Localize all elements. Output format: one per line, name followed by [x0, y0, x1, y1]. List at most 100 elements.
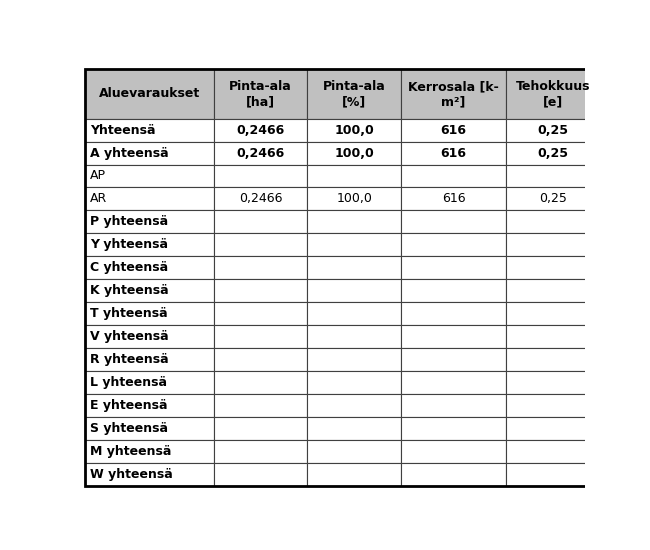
Text: L yhteensä: L yhteensä — [90, 376, 167, 389]
Bar — [85, 233, 214, 256]
Text: 0,2466: 0,2466 — [239, 192, 282, 206]
Bar — [506, 279, 599, 302]
Text: M yhteensä: M yhteensä — [90, 445, 172, 458]
Bar — [401, 279, 506, 302]
Bar — [506, 256, 599, 279]
Text: AP: AP — [90, 169, 107, 183]
Bar — [85, 325, 214, 348]
Bar — [401, 348, 506, 371]
Text: 616: 616 — [442, 192, 465, 206]
Bar — [85, 371, 214, 394]
Bar — [307, 233, 401, 256]
Bar — [214, 371, 307, 394]
Bar — [307, 348, 401, 371]
Text: 0,2466: 0,2466 — [237, 124, 285, 136]
Bar — [85, 463, 214, 486]
Bar — [307, 164, 401, 188]
Bar — [506, 211, 599, 233]
Text: Y yhteensä: Y yhteensä — [90, 238, 168, 251]
Bar — [307, 440, 401, 463]
Bar — [506, 394, 599, 417]
Bar — [214, 325, 307, 348]
Bar — [401, 211, 506, 233]
Text: Pinta-ala
[ha]: Pinta-ala [ha] — [229, 80, 292, 108]
Text: 616: 616 — [441, 146, 467, 160]
Bar — [506, 302, 599, 325]
Bar — [307, 417, 401, 440]
Bar — [85, 164, 214, 188]
Bar — [506, 69, 599, 119]
Bar — [401, 302, 506, 325]
Bar — [506, 141, 599, 164]
Bar — [85, 188, 214, 211]
Text: S yhteensä: S yhteensä — [90, 422, 168, 435]
Bar — [214, 164, 307, 188]
Bar — [85, 69, 214, 119]
Text: Kerrosala [k-
m²]: Kerrosala [k- m²] — [408, 80, 499, 108]
Bar — [214, 463, 307, 486]
Bar — [214, 348, 307, 371]
Bar — [307, 69, 401, 119]
Bar — [85, 302, 214, 325]
Text: 100,0: 100,0 — [336, 192, 372, 206]
Text: Pinta-ala
[%]: Pinta-ala [%] — [323, 80, 385, 108]
Bar — [401, 463, 506, 486]
Text: W yhteensä: W yhteensä — [90, 468, 173, 481]
Bar — [85, 256, 214, 279]
Bar — [506, 417, 599, 440]
Bar — [214, 119, 307, 141]
Bar — [214, 417, 307, 440]
Bar — [214, 256, 307, 279]
Bar — [214, 233, 307, 256]
Bar — [401, 325, 506, 348]
Bar — [506, 119, 599, 141]
Bar — [307, 394, 401, 417]
Text: T yhteensä: T yhteensä — [90, 307, 168, 320]
Bar — [85, 394, 214, 417]
Bar — [307, 119, 401, 141]
Text: E yhteensä: E yhteensä — [90, 399, 168, 412]
Bar — [401, 256, 506, 279]
Text: Yhteensä: Yhteensä — [90, 124, 156, 136]
Bar — [401, 119, 506, 141]
Bar — [85, 211, 214, 233]
Bar — [401, 188, 506, 211]
Bar — [506, 188, 599, 211]
Bar — [214, 141, 307, 164]
Bar — [85, 417, 214, 440]
Bar — [307, 256, 401, 279]
Bar — [506, 325, 599, 348]
Bar — [307, 188, 401, 211]
Bar — [307, 371, 401, 394]
Text: AR: AR — [90, 192, 107, 206]
Bar — [307, 325, 401, 348]
Bar — [401, 440, 506, 463]
Bar — [214, 69, 307, 119]
Bar — [307, 302, 401, 325]
Bar — [401, 371, 506, 394]
Bar — [307, 141, 401, 164]
Bar — [85, 141, 214, 164]
Text: P yhteensä: P yhteensä — [90, 216, 168, 228]
Text: 100,0: 100,0 — [334, 124, 374, 136]
Bar — [307, 279, 401, 302]
Text: R yhteensä: R yhteensä — [90, 353, 169, 366]
Text: 0,25: 0,25 — [538, 146, 568, 160]
Text: K yhteensä: K yhteensä — [90, 284, 169, 298]
Text: 0,25: 0,25 — [538, 124, 568, 136]
Bar — [307, 211, 401, 233]
Bar — [401, 233, 506, 256]
Bar — [214, 188, 307, 211]
Bar — [401, 141, 506, 164]
Bar — [85, 348, 214, 371]
Bar — [506, 440, 599, 463]
Text: C yhteensä: C yhteensä — [90, 261, 168, 274]
Bar — [401, 417, 506, 440]
Bar — [401, 394, 506, 417]
Bar — [506, 348, 599, 371]
Text: V yhteensä: V yhteensä — [90, 331, 169, 343]
Bar — [506, 164, 599, 188]
Text: 100,0: 100,0 — [334, 146, 374, 160]
Text: Aluevaraukset: Aluevaraukset — [99, 87, 200, 101]
Text: 616: 616 — [441, 124, 467, 136]
